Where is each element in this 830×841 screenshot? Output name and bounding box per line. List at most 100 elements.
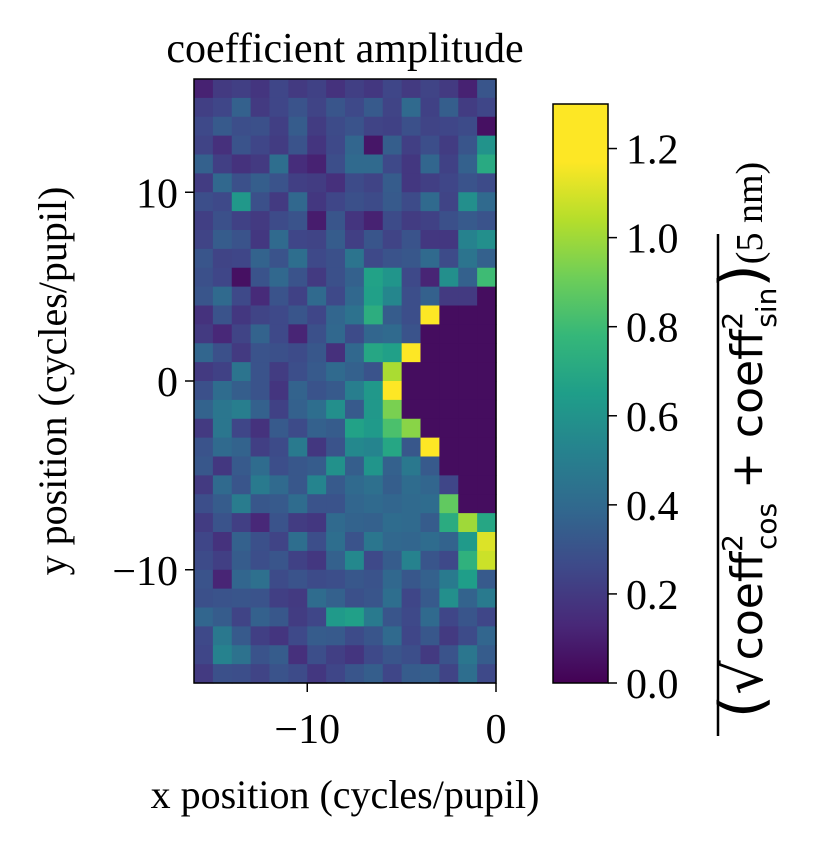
heatmap-cell — [326, 97, 346, 118]
heatmap-cell — [382, 626, 403, 646]
heatmap-cell — [288, 456, 308, 476]
heatmap-cell — [363, 154, 384, 174]
heatmap-cell — [345, 418, 365, 439]
heatmap-cell — [269, 645, 289, 665]
heatmap-cell — [250, 211, 271, 231]
heatmap-cell — [212, 626, 233, 646]
heatmap-cell — [439, 381, 459, 401]
heatmap-cell — [231, 494, 252, 514]
heatmap-cell — [401, 456, 422, 476]
heatmap-cell — [363, 173, 384, 193]
heatmap-cell — [439, 135, 459, 156]
heatmap-cell — [212, 532, 233, 552]
heatmap-cell — [231, 135, 252, 156]
heatmap-cell — [194, 230, 214, 250]
heatmap-cell — [307, 418, 327, 439]
heatmap-cell — [194, 97, 214, 118]
heatmap-cell — [382, 116, 403, 137]
heatmap-cell — [250, 154, 271, 174]
heatmap-cell — [420, 286, 440, 307]
heatmap-cell — [231, 362, 252, 382]
heatmap-cell — [420, 550, 440, 571]
heatmap-cell — [420, 494, 440, 514]
heatmap-cell — [212, 381, 233, 401]
heatmap-cell — [307, 588, 327, 609]
heatmap-cell — [250, 248, 271, 269]
heatmap-cell — [250, 513, 271, 533]
heatmap-cell — [345, 456, 365, 476]
heatmap-cell — [250, 626, 271, 646]
heatmap-cell — [250, 550, 271, 571]
heatmap-cell — [401, 607, 422, 627]
heatmap-cell — [326, 550, 346, 571]
y-tick-label: 10 — [136, 171, 178, 217]
colorbar-tick-label: 0.6 — [626, 395, 679, 441]
heatmap-cell — [345, 97, 365, 118]
heatmap-cell — [401, 343, 422, 363]
heatmap-cell — [212, 513, 233, 533]
heatmap-cell — [288, 362, 308, 382]
heatmap-cell — [326, 286, 346, 307]
heatmap-cell — [288, 513, 308, 533]
heatmap-cell — [269, 494, 289, 514]
heatmap-cell — [439, 79, 459, 99]
heatmap-cell — [458, 305, 478, 325]
heatmap-cell — [326, 418, 346, 439]
heatmap-cell — [401, 211, 422, 231]
heatmap-cell — [439, 399, 459, 420]
heatmap-cell — [458, 381, 478, 401]
heatmap-cell — [401, 248, 422, 269]
colorbar-tick-label: 0.0 — [626, 662, 679, 708]
heatmap-cell — [212, 192, 233, 212]
heatmap-cell — [269, 626, 289, 646]
heatmap-cell — [382, 588, 403, 609]
heatmap-cell — [307, 211, 327, 231]
heatmap-cell — [212, 135, 233, 156]
heatmap-cell — [269, 513, 289, 533]
heatmap-cell — [458, 588, 478, 609]
heatmap-cell — [345, 116, 365, 137]
heatmap-cell — [194, 211, 214, 231]
heatmap-cell — [363, 381, 384, 401]
heatmap-cell — [420, 626, 440, 646]
heatmap-cell — [194, 286, 214, 307]
heatmap-cell — [250, 569, 271, 590]
heatmap-cell — [231, 324, 252, 344]
colorbar-label-sqrt: √ — [712, 660, 775, 695]
heatmap-cell — [231, 343, 252, 363]
heatmap-cell — [363, 116, 384, 137]
heatmap-cell — [382, 494, 403, 514]
heatmap-cell — [345, 607, 365, 627]
heatmap-cell — [363, 135, 384, 156]
heatmap-cell — [401, 569, 422, 590]
heatmap-cell — [231, 664, 252, 684]
heatmap-cell — [363, 362, 384, 382]
heatmap-cell — [345, 248, 365, 269]
heatmap-cell — [458, 569, 478, 590]
heatmap-cell — [382, 513, 403, 533]
heatmap-cell — [401, 286, 422, 307]
heatmap-cell — [401, 135, 422, 156]
heatmap-cell — [420, 513, 440, 533]
heatmap-cell — [477, 116, 497, 137]
heatmap-cell — [345, 550, 365, 571]
heatmap-cell — [269, 248, 289, 269]
heatmap-cell — [420, 645, 440, 665]
heatmap-cell — [194, 664, 214, 684]
heatmap-cell — [439, 513, 459, 533]
heatmap-cell — [307, 173, 327, 193]
heatmap-cell — [288, 211, 308, 231]
heatmap-cell — [363, 475, 384, 495]
heatmap-cell — [231, 456, 252, 476]
heatmap-cell — [288, 418, 308, 439]
heatmap-cell — [477, 569, 497, 590]
y-tick-label: 0 — [157, 360, 178, 406]
heatmap-cell — [194, 362, 214, 382]
heatmap-cell — [307, 645, 327, 665]
heatmap-cell — [269, 324, 289, 344]
heatmap-cell — [307, 399, 327, 420]
heatmap-cell — [231, 286, 252, 307]
heatmap-cell — [420, 437, 440, 458]
heatmap-cell — [345, 569, 365, 590]
heatmap-cell — [269, 116, 289, 137]
